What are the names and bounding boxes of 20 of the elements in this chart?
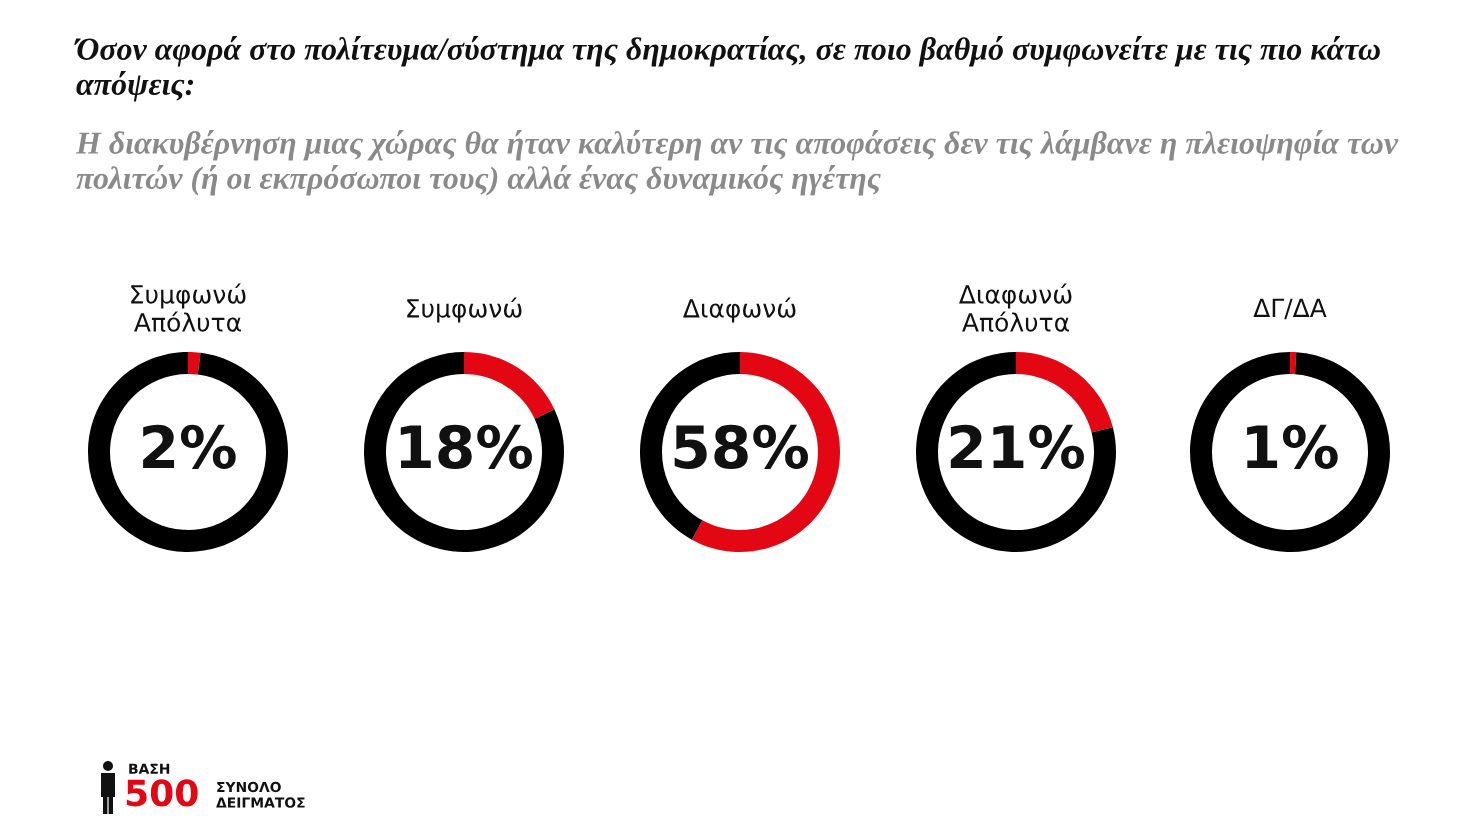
chart-title: Διαφωνώ	[683, 297, 796, 323]
chart-title: Διαφωνώ Απόλυτα	[959, 283, 1072, 332]
text: Όσον αφορά στο πολίτευμα/σύστημα της δημοκρατίας, σε ποιο βαθμό συμφωνείτε με τις πιο κάτω απόψεις:	[74, 36, 1380, 102]
donut-slice	[88, 352, 288, 552]
chart-title: Συμφωνώ	[407, 297, 522, 323]
donut-slice	[364, 352, 564, 552]
text: Η διακυβέρνηση μιας χώρας θα ήταν καλύτερη αν τις αποφάσεις δεν τις λάμβανε η πλειοψηφία των πολιτών (ή οι εκπρόσωποι τους) αλλά ένας δυναμικός ηγέτης	[75, 130, 1399, 196]
data-label: 2%	[143, 424, 236, 469]
chart-title: ΔΓ/ΔΑ	[1253, 298, 1327, 320]
donut-slice	[464, 352, 555, 419]
donut-slice	[1190, 352, 1390, 552]
data-label: 58%	[674, 424, 808, 469]
text: 500	[126, 779, 198, 807]
data-label: 1%	[1247, 424, 1338, 469]
chart-title: Συμφωνώ Απόλυτα	[131, 283, 246, 332]
data-label: 18%	[400, 424, 532, 469]
donut-slice	[916, 352, 1116, 552]
donut-slice	[1290, 352, 1297, 375]
donut-slice	[188, 352, 201, 375]
data-label: 21%	[950, 424, 1084, 469]
